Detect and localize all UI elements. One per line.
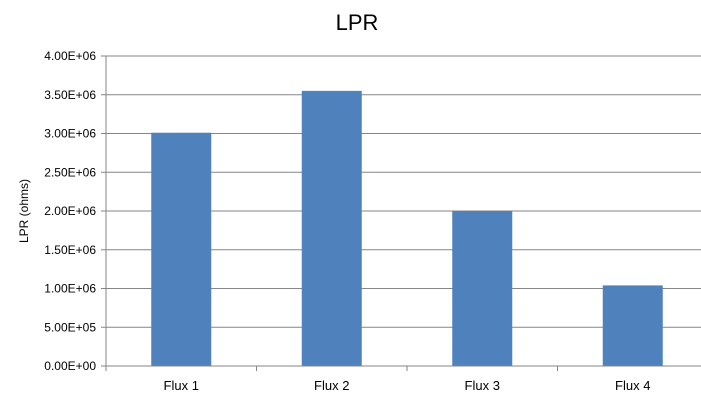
y-tick-label: 1.00E+06: [44, 282, 96, 296]
x-tick-label: Flux 3: [465, 378, 500, 393]
y-tick-label: 1.50E+06: [44, 243, 96, 257]
chart-title: LPR: [336, 10, 379, 35]
y-axis-label: LPR (ohms): [17, 179, 31, 243]
y-tick-label: 2.50E+06: [44, 165, 96, 179]
x-tick-label: Flux 4: [615, 378, 650, 393]
y-tick-label: 3.50E+06: [44, 88, 96, 102]
axes: [101, 55, 701, 371]
bar: [602, 285, 663, 366]
y-tick-label: 4.00E+06: [44, 49, 96, 63]
bar: [301, 90, 362, 366]
bars: [151, 90, 663, 366]
y-tick-label: 0.00E+00: [44, 359, 96, 373]
y-tick-labels: 0.00E+00 5.00E+05 1.00E+06 1.50E+06 2.00E+06…: [44, 49, 96, 373]
y-tick-label: 3.00E+06: [44, 127, 96, 141]
bar: [452, 211, 513, 366]
x-tick-labels: Flux 1 Flux 2 Flux 3 Flux 4: [164, 378, 651, 393]
bar: [151, 132, 212, 366]
y-tick-label: 2.00E+06: [44, 204, 96, 218]
x-tick-label: Flux 2: [314, 378, 349, 393]
y-tick-label: 5.00E+05: [44, 320, 96, 334]
x-tick-label: Flux 1: [164, 378, 199, 393]
